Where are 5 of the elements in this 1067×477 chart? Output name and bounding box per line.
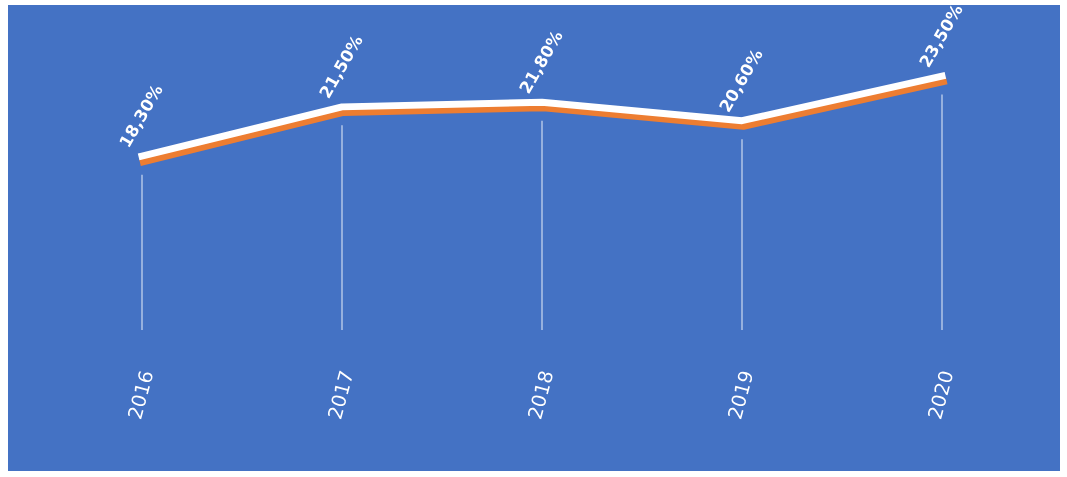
x-tick-label: 2016 xyxy=(127,370,154,420)
x-tick-label: 2020 xyxy=(927,370,954,420)
x-tick-label: 2017 xyxy=(327,370,354,420)
x-tick-label: 2019 xyxy=(727,370,754,420)
x-tick-label: 2018 xyxy=(527,370,554,420)
